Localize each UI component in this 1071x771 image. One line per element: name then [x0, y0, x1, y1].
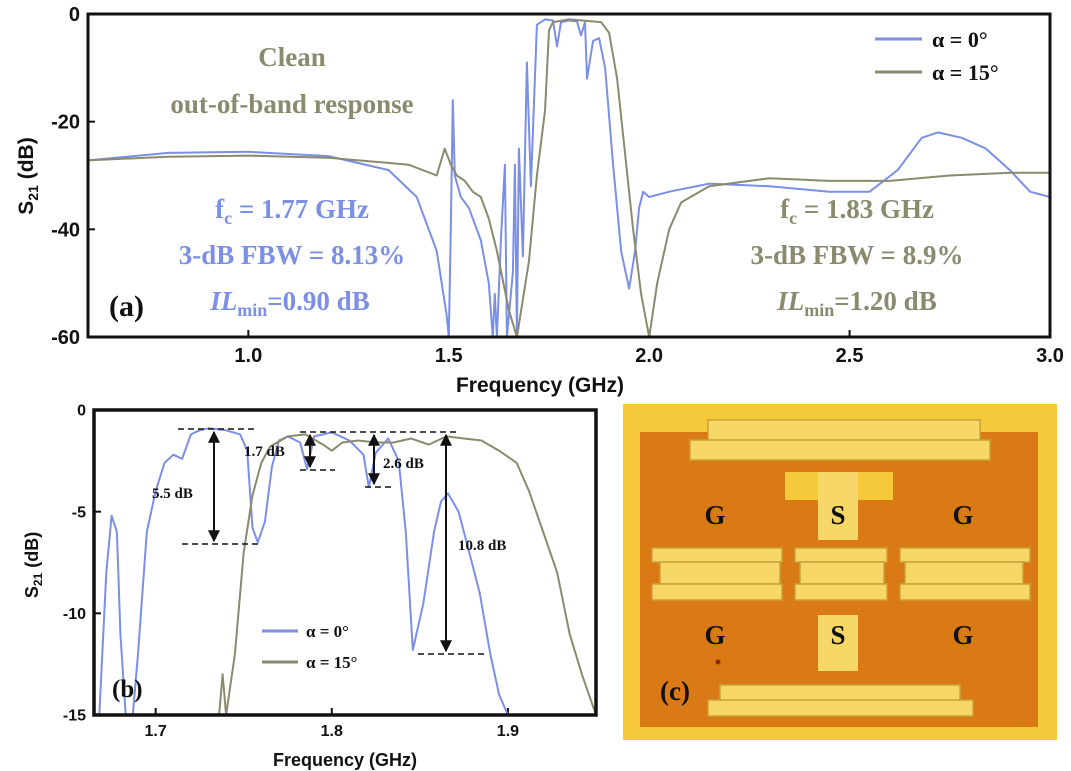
annotation-blue-fbw: 3-dB FBW = 8.13%	[179, 240, 405, 270]
annotation-5-5db: 5.5 dB	[152, 486, 193, 502]
y-tick-label: -15	[63, 708, 86, 725]
x-tick-label: 2.5	[836, 345, 864, 367]
annotation-out-of-band: out-of-band response	[170, 89, 413, 119]
y-tick-label: -60	[51, 327, 80, 349]
x-tick-label: 1.0	[234, 345, 262, 367]
y-tick-label: -10	[63, 606, 86, 623]
panel-a-ticks: 1.0 1.5 2.0 2.5 3.0 0 -20 -40 -60	[51, 4, 1064, 367]
panel-a-xlabel: Frequency (GHz)	[456, 374, 624, 397]
pad-label: G	[952, 620, 973, 650]
panel-a-chart: 1.0 1.5 2.0 2.5 3.0 0 -20 -40 -60 Frequency (GHz…	[15, 4, 1064, 397]
legend-label-alpha15: α = 15°	[932, 60, 999, 85]
annotation-2-6db: 2.6 dB	[383, 456, 424, 472]
annotation-olive-il: ILmin=1.20 dB	[776, 286, 936, 320]
chip-signal-lines	[818, 472, 858, 671]
legend-label-alpha0: α = 0°	[932, 27, 988, 52]
panel-a-series	[88, 18, 1050, 337]
panel-a-label: (a)	[109, 290, 144, 323]
x-tick-label: 3.0	[1036, 345, 1064, 367]
x-tick-label: 2.0	[635, 345, 663, 367]
annotation-blue-il: ILmin=0.90 dB	[209, 286, 369, 320]
chip-pad-labels: G S G G S G	[704, 500, 973, 650]
chip-resonators	[651, 419, 1031, 717]
y-tick-label: 0	[69, 4, 80, 26]
y-tick-label: -20	[51, 112, 80, 134]
x-tick-label: 1.9	[497, 723, 519, 740]
annotation-olive-fbw: 3-dB FBW = 8.9%	[751, 240, 964, 270]
panel-c-micrograph: G S G G S G (c)	[623, 404, 1057, 740]
x-tick-label: 1.5	[435, 345, 463, 367]
panel-b-label: (b)	[112, 676, 143, 703]
pad-label: G	[952, 500, 973, 530]
y-tick-label: -5	[72, 504, 86, 521]
y-tick-label: -40	[51, 219, 80, 241]
panel-b-xlabel: Frequency (GHz)	[273, 750, 417, 770]
panel-b-legend: α = 0° α = 15°	[262, 622, 357, 672]
x-tick-label: 1.8	[321, 723, 343, 740]
pad-label: S	[830, 500, 845, 530]
panel-b-frame	[92, 408, 598, 717]
x-tick-label: 1.7	[145, 723, 167, 740]
annotation-10-8db: 10.8 dB	[458, 538, 506, 554]
pad-label: G	[704, 620, 725, 650]
panel-a-legend: α = 0° α = 15°	[875, 27, 999, 85]
panel-b-ylabel: S21 (dB)	[22, 532, 45, 598]
b-legend-label-alpha15: α = 15°	[306, 653, 357, 672]
annotation-1-7db: 1.7 dB	[244, 444, 285, 460]
panel-a-frame	[86, 12, 1052, 339]
panel-b-reference-lines	[178, 428, 488, 655]
series-line-0	[88, 18, 1050, 337]
annotation-clean: Clean	[258, 42, 326, 72]
pad-label: S	[830, 620, 845, 650]
chip-defect-dot	[715, 659, 721, 665]
panel-c-label: (c)	[660, 676, 690, 706]
panel-a-ylabel: S21 (dB)	[15, 137, 41, 214]
y-tick-label: 0	[77, 403, 86, 420]
b-legend-label-alpha0: α = 0°	[306, 622, 349, 641]
series-line-1	[88, 18, 1050, 337]
panel-b-ticks: 1.7 1.8 1.9 0 -5 -10 -15	[63, 403, 519, 740]
panel-b-chart: 1.7 1.8 1.9 0 -5 -10 -15 Frequency (GHz) S21 (…	[22, 403, 598, 770]
panel-b-arrows	[208, 430, 452, 653]
annotation-blue-fc: fc = 1.77 GHz	[215, 194, 369, 228]
annotation-olive-fc: fc = 1.83 GHz	[780, 194, 934, 228]
pad-label: G	[704, 500, 725, 530]
